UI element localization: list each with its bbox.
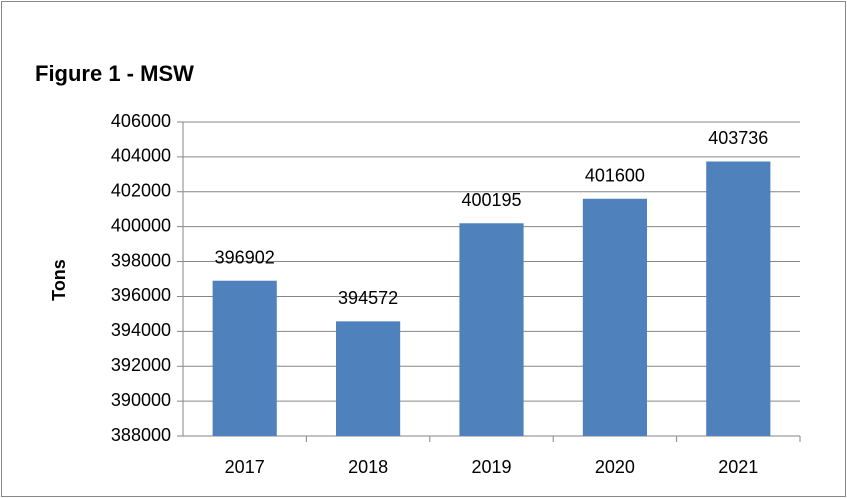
- y-tick-label: 392000: [111, 355, 171, 375]
- y-tick-label: 398000: [111, 250, 171, 270]
- y-axis-label: Tons: [49, 259, 69, 301]
- x-tick-label: 2019: [471, 457, 511, 477]
- data-label: 394572: [338, 288, 398, 308]
- y-tick-label: 400000: [111, 215, 171, 235]
- bar: [336, 321, 401, 436]
- x-tick-label: 2018: [348, 457, 388, 477]
- chart-title: Figure 1 - MSW: [35, 61, 194, 86]
- x-tick-label: 2017: [225, 457, 265, 477]
- data-label: 403736: [708, 128, 768, 148]
- bar: [459, 223, 524, 436]
- data-label: 400195: [461, 190, 521, 210]
- x-tick-label: 2021: [718, 457, 758, 477]
- bar: [706, 161, 771, 437]
- y-tick-label: 406000: [111, 111, 171, 131]
- y-tick-label: 402000: [111, 181, 171, 201]
- data-label: 396902: [215, 247, 275, 267]
- y-tick-label: 388000: [111, 425, 171, 445]
- data-label: 401600: [585, 166, 645, 186]
- x-tick-label: 2020: [595, 457, 635, 477]
- bar: [582, 198, 647, 436]
- y-tick-label: 394000: [111, 320, 171, 340]
- y-tick-label: 396000: [111, 285, 171, 305]
- y-tick-label: 404000: [111, 146, 171, 166]
- y-tick-label: 390000: [111, 390, 171, 410]
- bar: [212, 280, 277, 436]
